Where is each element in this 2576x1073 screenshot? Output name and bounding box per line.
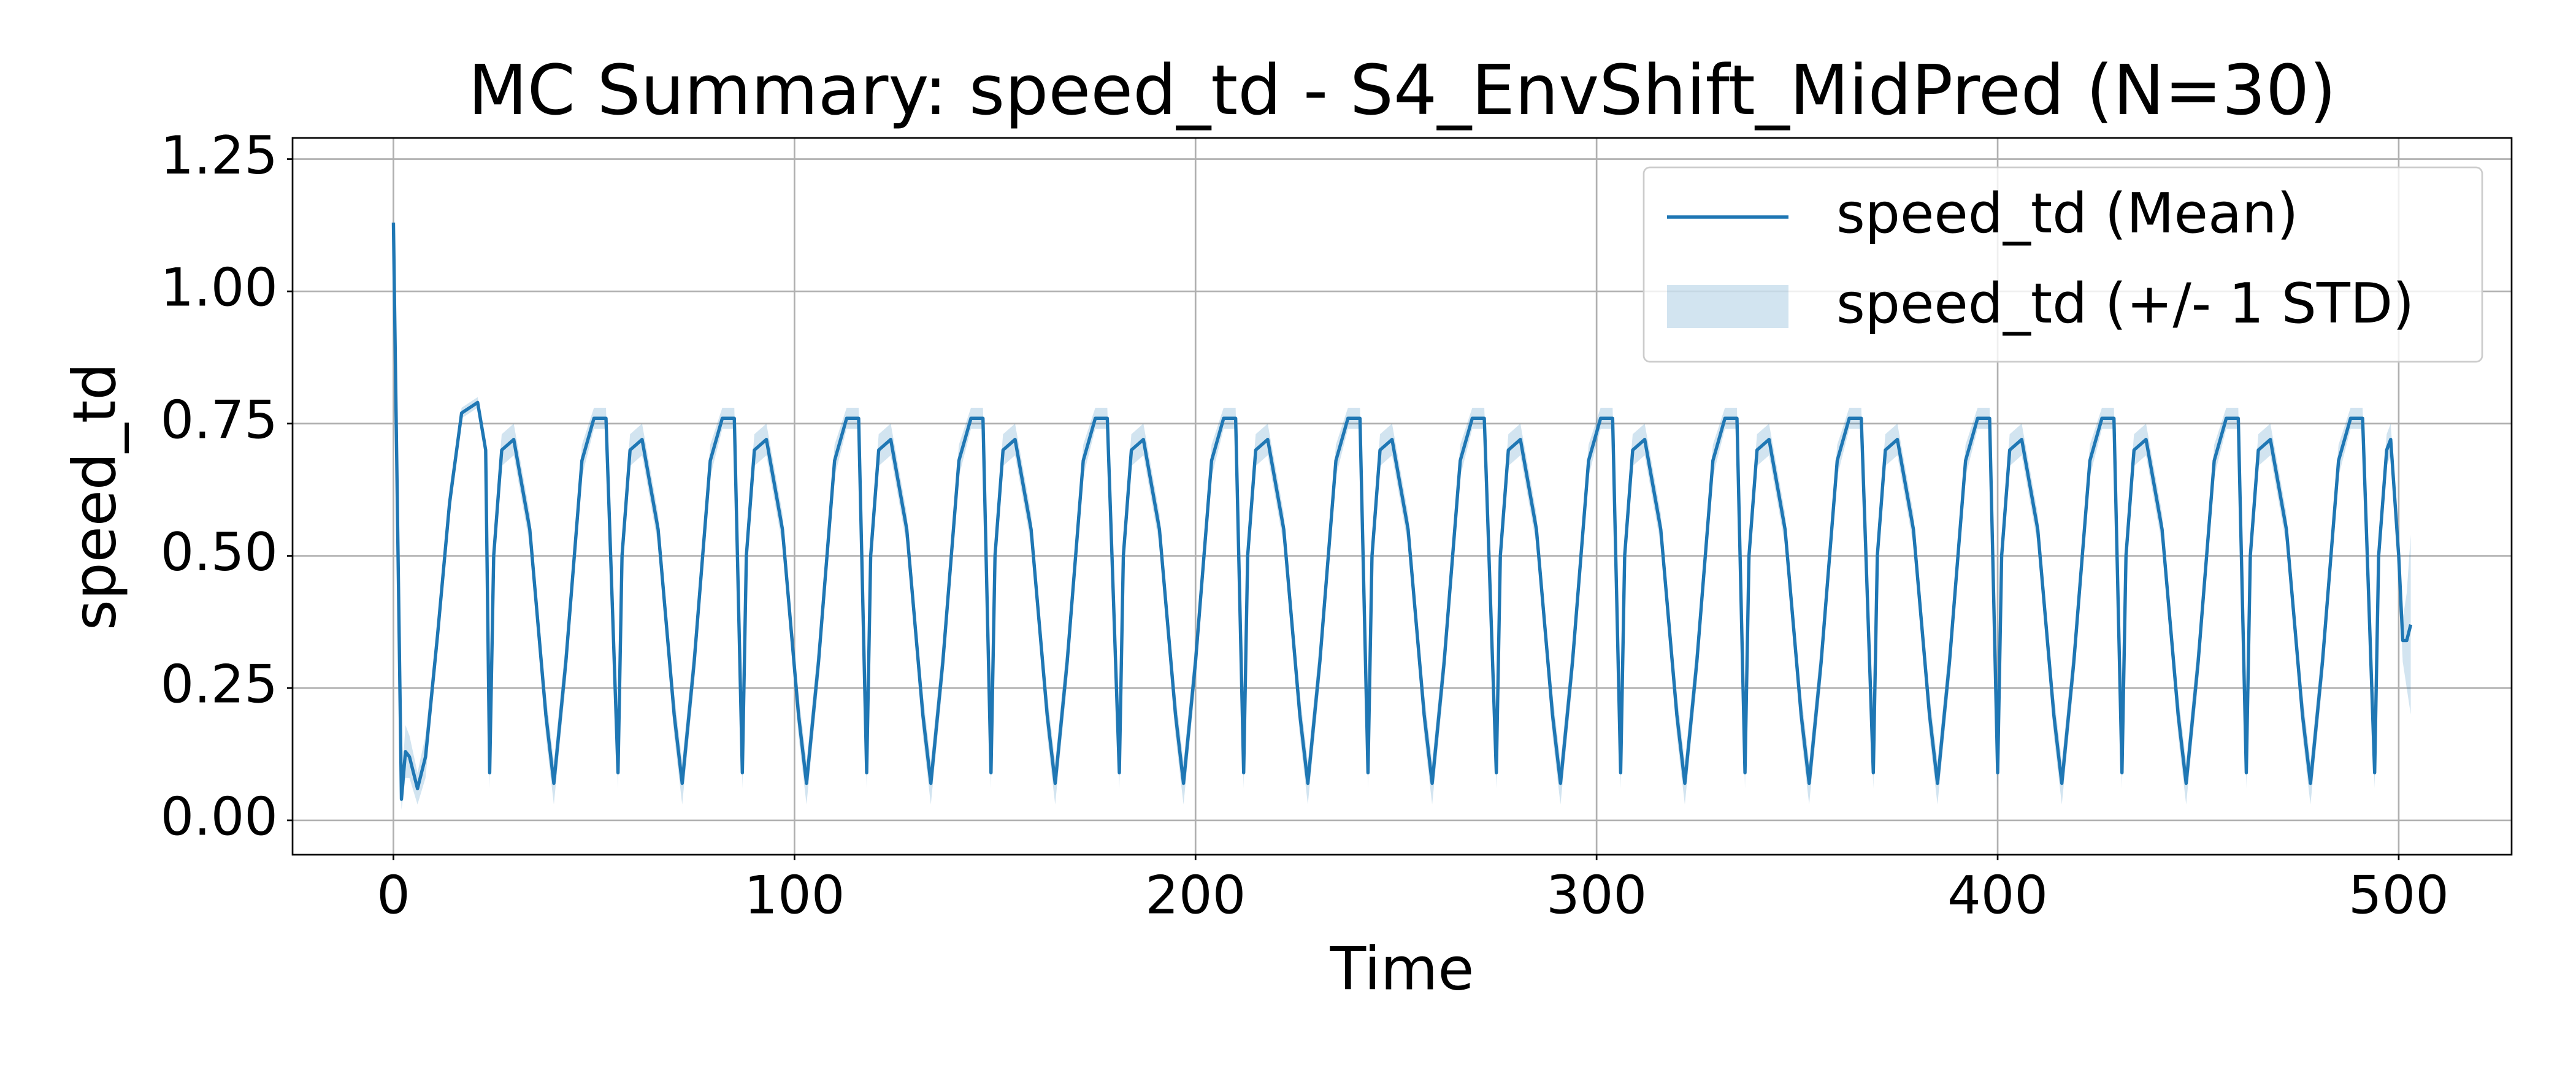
x-tick-label: 0	[377, 865, 410, 926]
mean-line	[391, 222, 2413, 801]
plot-frame	[291, 137, 2513, 856]
x-tick-label: 500	[2348, 865, 2449, 926]
legend-patch	[1667, 285, 1788, 328]
legend-label: speed_td (Mean)	[1836, 181, 2298, 246]
y-tick-label: 1.00	[161, 258, 278, 319]
legend-box	[1643, 166, 2483, 363]
chart-title: MC Summary: speed_td - S4_EnvShift_MidPr…	[468, 51, 2336, 131]
y-tick-label: 0.75	[161, 389, 278, 451]
y-tick-label: 0.00	[161, 786, 278, 847]
x-tick-label: 300	[1546, 865, 1647, 926]
y-tick-label: 1.25	[161, 125, 278, 186]
legend-label: speed_td (+/- 1 STD)	[1836, 272, 2414, 336]
x-tick-label: 400	[1947, 865, 2048, 926]
x-tick-label: 100	[744, 865, 845, 926]
x-axis-label: Time	[1330, 934, 1474, 1003]
y-axis-label: speed_td	[60, 363, 129, 631]
x-tick-label: 200	[1145, 865, 1246, 926]
y-tick-label: 0.25	[161, 654, 278, 716]
y-tick-label: 0.50	[161, 522, 278, 583]
